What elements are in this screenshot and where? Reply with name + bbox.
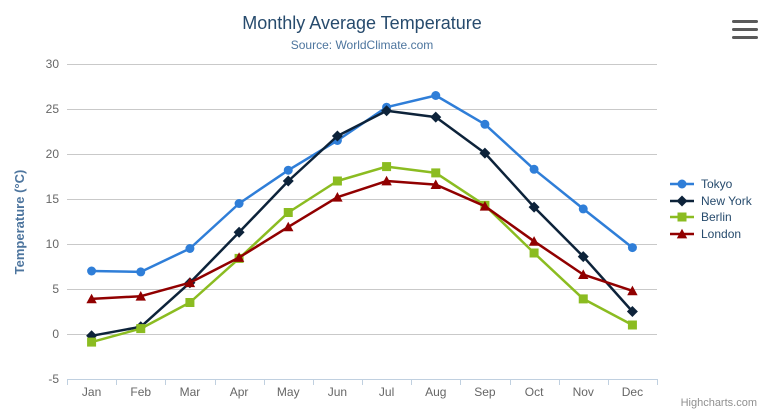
data-point-marker-diamond[interactable]: [528, 201, 540, 213]
data-point-marker-square[interactable]: [431, 168, 441, 178]
series-new-york[interactable]: [86, 105, 638, 342]
y-axis-label: 30: [46, 57, 60, 71]
chart-title: Monthly Average Temperature: [242, 13, 482, 33]
x-axis-label: May: [277, 385, 300, 399]
series-line[interactable]: [91, 179, 633, 301]
legend-item-new-york[interactable]: New York: [669, 193, 752, 210]
x-axis-label: Apr: [230, 385, 249, 399]
x-axis-label: Feb: [130, 385, 151, 399]
data-point-marker-diamond[interactable]: [282, 175, 294, 187]
data-point-marker-circle[interactable]: [480, 119, 490, 129]
data-point-marker-circle[interactable]: [578, 204, 588, 214]
chart-subtitle: Source: WorldClimate.com: [290, 38, 434, 52]
data-point-marker-triangle[interactable]: [135, 291, 146, 301]
data-point-marker-square[interactable]: [136, 324, 146, 334]
data-point-marker-square[interactable]: [529, 248, 539, 258]
hamburger-icon: [732, 20, 758, 24]
data-point-marker-diamond[interactable]: [479, 147, 491, 159]
data-point-marker-circle[interactable]: [185, 244, 195, 253]
data-point-marker-square[interactable]: [185, 298, 195, 307]
y-axis-label: 15: [46, 192, 60, 206]
legend-label: London: [701, 226, 742, 241]
data-point-marker-triangle[interactable]: [479, 201, 491, 211]
data-point-marker-diamond[interactable]: [430, 111, 442, 123]
x-axis-label: Jul: [379, 385, 394, 399]
data-point-marker-triangle[interactable]: [184, 277, 196, 288]
data-point-marker-diamond[interactable]: [331, 130, 343, 142]
legend-label: Tokyo: [701, 177, 733, 192]
data-point-marker-circle[interactable]: [431, 91, 441, 100]
legend-item-tokyo[interactable]: Tokyo: [669, 176, 752, 193]
x-axis-label: Jan: [82, 385, 101, 399]
data-point-marker-triangle[interactable]: [381, 175, 392, 186]
data-point-marker-triangle[interactable]: [430, 179, 441, 189]
data-point-marker-circle[interactable]: [529, 164, 539, 174]
hamburger-icon: [732, 27, 758, 32]
data-point-marker-square[interactable]: [578, 294, 588, 304]
x-axis-label: Dec: [622, 385, 643, 399]
x-axis-label: Oct: [525, 385, 544, 399]
x-axis-label: Nov: [573, 385, 594, 399]
series-tokyo[interactable]: [87, 91, 637, 277]
data-point-marker-triangle[interactable]: [233, 252, 245, 262]
data-point-marker-circle[interactable]: [627, 243, 637, 253]
export-menu-button[interactable]: [732, 20, 758, 39]
legend-triangle-icon: [670, 228, 694, 239]
legend-item-london[interactable]: London: [669, 226, 752, 243]
data-point-marker-triangle[interactable]: [283, 221, 294, 232]
x-axis-label: Jun: [328, 385, 347, 399]
data-point-marker-triangle[interactable]: [627, 285, 638, 296]
x-axis-label: Sep: [474, 385, 496, 399]
y-axis-label: 0: [52, 327, 59, 341]
legend-circle-icon: [670, 179, 694, 189]
data-point-marker-triangle[interactable]: [578, 269, 589, 279]
legend-square-icon: [670, 212, 694, 222]
data-point-marker-square[interactable]: [283, 208, 293, 217]
y-axis-label: 5: [52, 282, 59, 296]
data-point-marker-triangle[interactable]: [86, 293, 97, 304]
data-point-marker-triangle[interactable]: [676, 228, 688, 239]
data-point-marker-square[interactable]: [382, 162, 392, 172]
legend-label: Berlin: [701, 210, 732, 225]
credits-link[interactable]: Highcharts.com: [680, 397, 757, 409]
data-point-marker-square[interactable]: [677, 212, 687, 222]
y-axis-label: 20: [46, 147, 60, 161]
y-axis-label: 25: [46, 102, 60, 116]
data-point-marker-diamond[interactable]: [626, 306, 638, 317]
data-point-marker-square[interactable]: [332, 176, 342, 186]
y-axis-title: Temperature (°C): [12, 170, 27, 275]
series-london[interactable]: [86, 175, 638, 304]
data-point-marker-triangle[interactable]: [332, 192, 343, 202]
data-point-marker-triangle[interactable]: [528, 236, 540, 246]
hamburger-icon: [732, 35, 758, 39]
y-axis-label: 10: [46, 237, 60, 251]
x-axis-label: Aug: [425, 385, 446, 399]
data-point-marker-circle[interactable]: [87, 266, 97, 276]
data-point-marker-circle[interactable]: [677, 179, 687, 189]
series-line[interactable]: [91, 94, 634, 274]
data-point-marker-diamond[interactable]: [381, 105, 393, 117]
x-axis-label: Mar: [180, 385, 201, 399]
data-point-marker-circle[interactable]: [136, 267, 146, 277]
data-point-marker-square[interactable]: [87, 337, 97, 347]
y-axis-label: -5: [48, 372, 59, 386]
data-point-marker-diamond[interactable]: [577, 251, 589, 263]
legend: Tokyo New York Berlin London: [669, 176, 752, 242]
series-line[interactable]: [91, 165, 633, 344]
legend-label: New York: [701, 193, 752, 208]
data-point-marker-square[interactable]: [627, 320, 637, 330]
legend-diamond-icon: [670, 195, 694, 207]
legend-item-berlin[interactable]: Berlin: [669, 209, 752, 226]
data-point-marker-diamond[interactable]: [676, 195, 688, 207]
data-point-marker-circle[interactable]: [234, 199, 244, 208]
data-point-marker-diamond[interactable]: [233, 226, 245, 238]
series-line[interactable]: [91, 109, 634, 338]
data-point-marker-circle[interactable]: [283, 165, 293, 175]
